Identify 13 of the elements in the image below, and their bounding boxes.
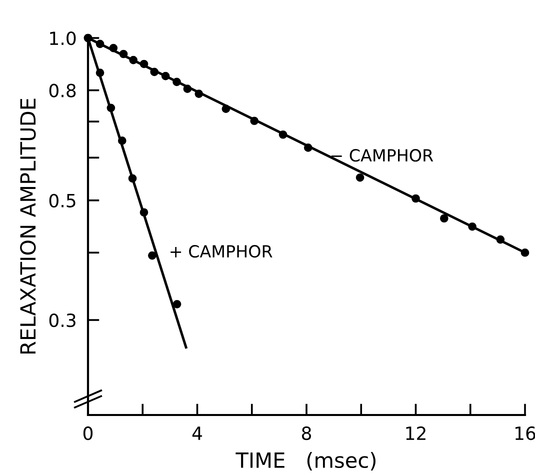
y-tick-label: 1.0 bbox=[50, 31, 76, 46]
series-label: − CAMPHOR bbox=[331, 149, 434, 162]
x-tick-label: 4 bbox=[192, 426, 202, 440]
y-axis-title: RELAXATION AMPLITUDE bbox=[20, 98, 36, 354]
x-tick-label: 16 bbox=[515, 426, 535, 440]
x-tick-label: 8 bbox=[302, 426, 312, 440]
y-tick-label: 0.3 bbox=[49, 313, 76, 328]
series-label: + CAMPHOR bbox=[170, 245, 272, 258]
x-tick-label: 0 bbox=[83, 426, 93, 440]
x-tick-label: 12 bbox=[406, 426, 426, 440]
x-axis-title: TIME (msec) bbox=[236, 452, 376, 470]
y-tick-label: 0.8 bbox=[49, 84, 76, 98]
y-tick-label: 0.5 bbox=[49, 194, 76, 208]
